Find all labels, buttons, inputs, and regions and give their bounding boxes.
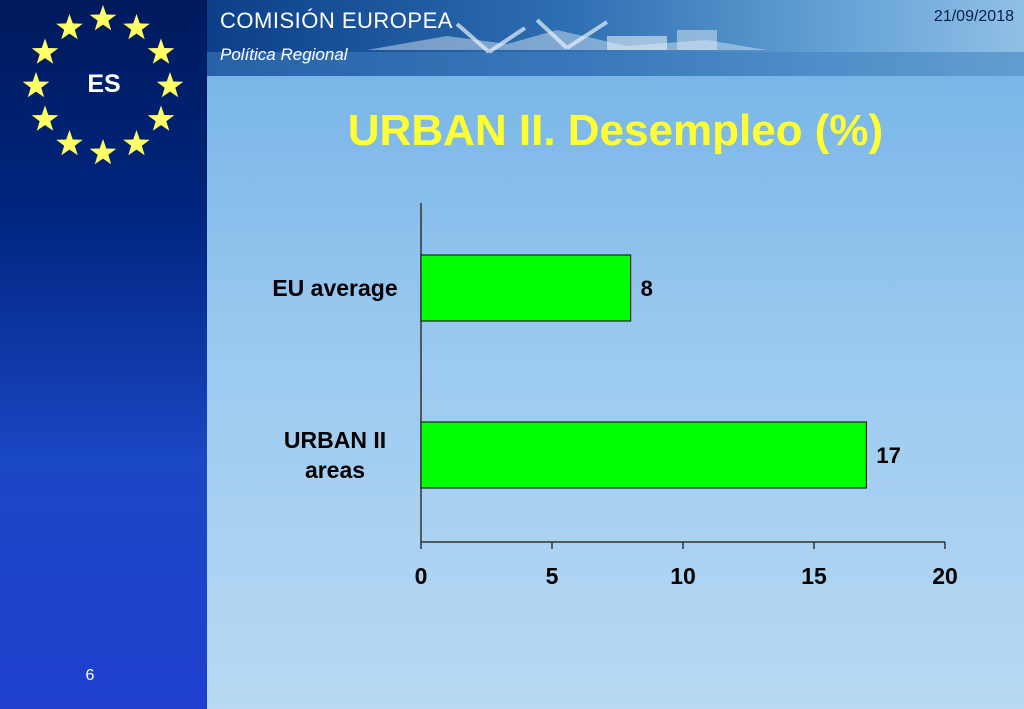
x-tick-label: 0 <box>415 563 428 589</box>
star-icon <box>123 14 150 40</box>
x-tick-label: 10 <box>670 563 696 589</box>
star-icon <box>89 139 117 165</box>
header-banner: COMISIÓN EUROPEA Política Regional 21/09… <box>207 0 1024 76</box>
star-icon <box>147 105 175 131</box>
harbor-photo <box>207 18 1024 76</box>
star-icon <box>31 38 59 64</box>
slide-content <box>207 76 1024 709</box>
x-tick-label: 20 <box>932 563 958 589</box>
x-tick-label: 5 <box>546 563 559 589</box>
commission-name: COMISIÓN EUROPEA <box>220 8 453 33</box>
star-icon <box>147 38 175 64</box>
star-icon <box>156 72 184 98</box>
eu-stars-emblem <box>22 5 184 165</box>
unemployment-chart: 0 5 10 15 20 8 EU average 17 URBAN II areas <box>272 203 958 589</box>
bar <box>420 421 867 489</box>
x-tick-label: 15 <box>801 563 827 589</box>
slide-date: 21/09/2018 <box>933 8 1014 25</box>
bar <box>420 254 632 322</box>
star-icon <box>89 5 117 31</box>
category-label: EU average <box>272 275 397 301</box>
star-icon <box>56 130 83 156</box>
slide-title: URBAN II. Desempleo (%) <box>347 106 884 155</box>
data-label: 8 <box>641 276 653 301</box>
star-icon <box>56 14 83 40</box>
star-icon <box>123 130 150 156</box>
star-icon <box>31 105 59 131</box>
star-icon <box>22 72 50 98</box>
country-code: ES <box>87 70 121 98</box>
data-label: 17 <box>876 443 900 468</box>
directorate-name: Política Regional <box>220 45 348 64</box>
category-label: URBAN II areas <box>284 427 386 483</box>
page-number: 6 <box>85 667 95 684</box>
eu-sidebar: ES 6 <box>0 0 207 709</box>
